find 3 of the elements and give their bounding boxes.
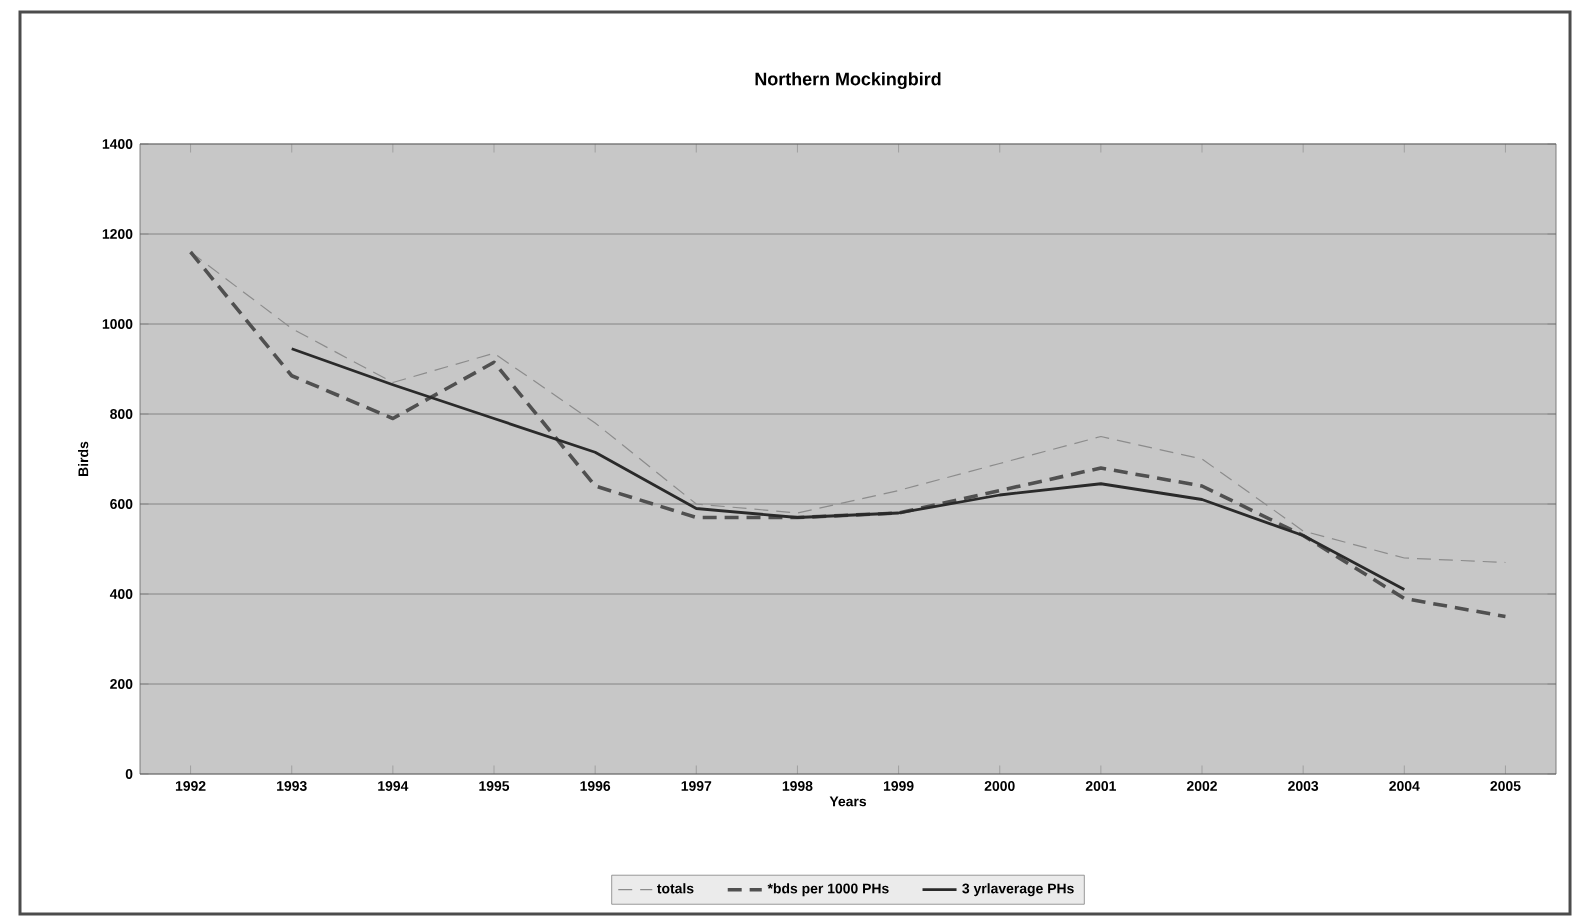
line-series — [188, 250, 1508, 619]
line-series — [290, 347, 1406, 591]
chart-title: Northern Mockingbird — [755, 72, 941, 90]
